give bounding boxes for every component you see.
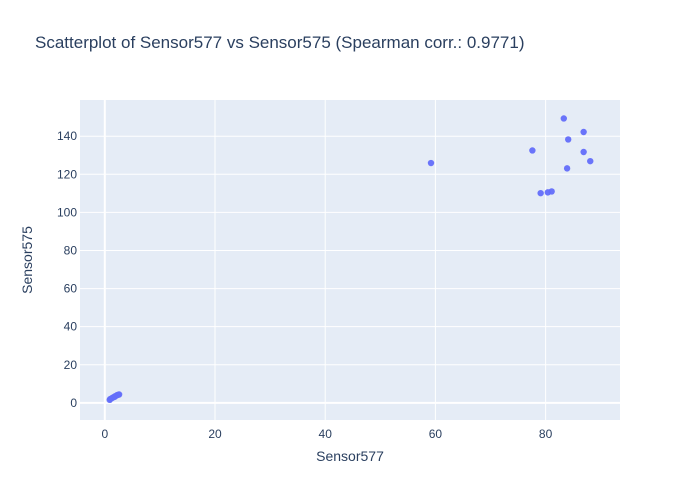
y-tick-label: 100 — [57, 205, 77, 219]
scatter-point — [587, 157, 594, 165]
y-tick-label: 80 — [64, 243, 78, 257]
y-tick-label: 0 — [70, 396, 77, 410]
data-points — [106, 115, 594, 404]
scatter-point — [106, 396, 113, 404]
y-tick-label: 20 — [64, 358, 78, 372]
plot-area — [80, 100, 620, 420]
x-tick-label: 20 — [208, 427, 222, 441]
y-axis-label: Sensor575 — [19, 226, 35, 294]
scatter-point — [560, 115, 567, 122]
x-axis-label: Sensor577 — [316, 448, 384, 464]
x-tick-label: 60 — [429, 427, 443, 441]
y-tick-label: 60 — [64, 282, 78, 296]
scatter-point — [111, 393, 118, 400]
y-tick-label: 120 — [57, 167, 77, 181]
scatter-point — [563, 165, 571, 172]
scatter-point — [537, 189, 544, 197]
scatter-point — [427, 159, 435, 167]
x-tick-label: 0 — [101, 427, 108, 441]
scatter-point — [544, 189, 552, 196]
scatter-point — [580, 128, 587, 136]
y-tick-label: 40 — [64, 320, 78, 334]
tick-labels: 0 20 40 60 80 0 20 40 60 80 100 120 140 — [57, 129, 553, 441]
y-tick-label: 140 — [57, 129, 77, 143]
scatter-point — [529, 147, 536, 154]
x-tick-label: 40 — [319, 427, 333, 441]
grid-lines — [80, 100, 620, 420]
chart-title: Scatterplot of Sensor577 vs Sensor575 (S… — [35, 33, 525, 52]
scatter-point — [580, 148, 587, 156]
scatter-point — [565, 136, 572, 143]
x-tick-label: 80 — [539, 427, 553, 441]
